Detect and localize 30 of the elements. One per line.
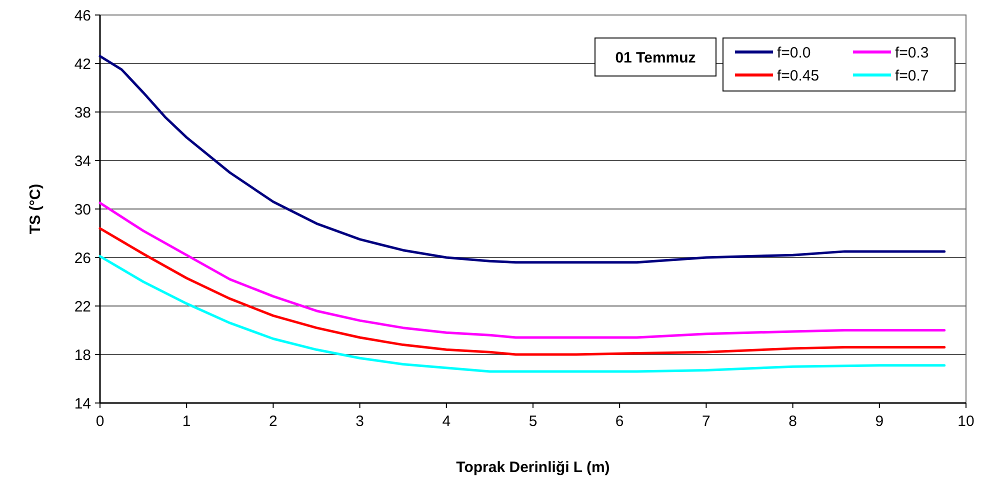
x-axis-title: Toprak Derinliği L (m) [456, 459, 610, 476]
y-tick-label: 22 [74, 298, 91, 316]
y-tick-label: 38 [74, 104, 91, 122]
y-tick-label: 26 [74, 250, 91, 267]
legend-label: f=0.45 [777, 67, 820, 84]
y-tick-label: 46 [74, 7, 91, 24]
x-tick-label: 0 [96, 413, 104, 430]
x-tick-label: 10 [958, 413, 974, 430]
x-tick-label: 6 [615, 413, 624, 430]
y-tick-label: 18 [74, 346, 91, 364]
legend-label: f=0.0 [777, 44, 811, 62]
y-tick-label: 34 [74, 152, 91, 170]
x-tick-label: 7 [702, 413, 710, 430]
x-tick-label: 4 [442, 413, 451, 430]
x-tick-label: 2 [269, 413, 278, 430]
line-series [98, 202, 946, 339]
line-series [98, 227, 946, 356]
line-series [98, 255, 946, 373]
x-tick-label: 1 [182, 413, 191, 430]
x-tick-label: 9 [875, 413, 884, 430]
y-axis-title: TS (°C) [27, 184, 44, 234]
annotation: 01 Temmuz [615, 49, 696, 66]
y-tick-label: 42 [74, 56, 91, 73]
y-tick-label: 30 [74, 201, 91, 218]
legend-label: f=0.3 [895, 44, 929, 62]
legend-label: f=0.7 [895, 67, 929, 84]
y-tick-label: 14 [74, 395, 91, 412]
x-tick-label: 3 [356, 413, 364, 430]
x-tick-label: 8 [788, 413, 797, 430]
x-tick-label: 5 [528, 413, 538, 430]
